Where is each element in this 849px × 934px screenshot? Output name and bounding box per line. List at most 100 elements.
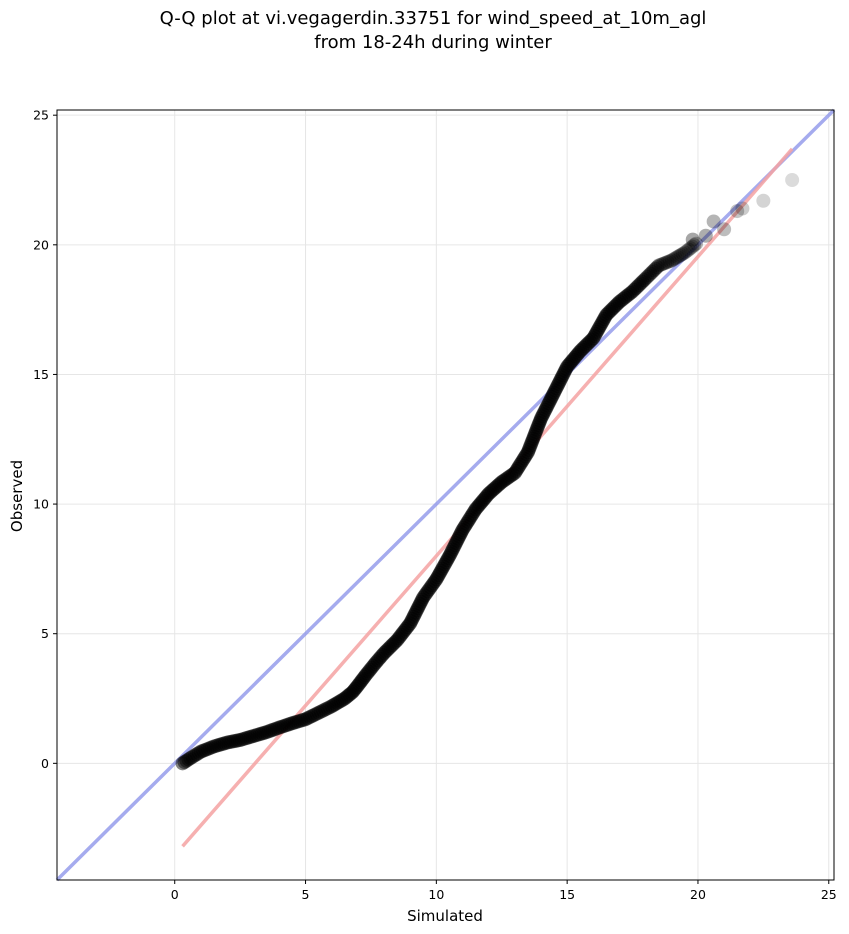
data-point [553, 372, 568, 387]
data-point [480, 488, 495, 503]
data-point [550, 379, 565, 394]
data-point [453, 527, 468, 542]
chart-title-line2: from 18-24h during winter [314, 32, 552, 53]
data-point [588, 326, 603, 341]
data-point [385, 638, 400, 653]
data-point [612, 294, 627, 309]
data-point [597, 312, 612, 327]
data-point [407, 607, 422, 622]
data-point [364, 660, 379, 675]
data-point [378, 644, 393, 659]
data-point [431, 568, 446, 583]
data-point [447, 538, 462, 553]
data-point [478, 490, 493, 505]
data-point [459, 516, 474, 531]
data-point [397, 623, 412, 638]
reference-line-1to1 [55, 108, 836, 882]
data-point [393, 629, 408, 644]
data-point [460, 514, 475, 529]
data-point [670, 250, 685, 265]
data-point [676, 246, 691, 261]
data-point [367, 657, 382, 672]
data-point [440, 553, 455, 568]
data-point [246, 729, 261, 744]
data-point [689, 236, 704, 251]
data-point [526, 431, 541, 446]
data-point [528, 425, 543, 439]
data-point [408, 605, 423, 620]
data-point [289, 714, 304, 729]
data-point [452, 529, 467, 544]
data-point [463, 510, 478, 525]
data-point [456, 520, 471, 535]
data-point [554, 370, 569, 385]
data-point [541, 396, 556, 411]
data-point [494, 475, 509, 490]
data-point [403, 616, 418, 631]
data-point [445, 542, 460, 557]
data-point [272, 720, 287, 735]
data-point [605, 301, 620, 316]
data-point [202, 741, 217, 756]
data-point [543, 392, 558, 407]
data-point [502, 469, 517, 484]
data-point [498, 472, 513, 487]
data-point [424, 578, 439, 593]
data-point [717, 222, 732, 237]
data-point [516, 451, 531, 466]
data-point [599, 307, 614, 322]
data-point [206, 739, 221, 754]
data-point [435, 561, 450, 576]
data-point [560, 359, 575, 374]
data-point [235, 732, 250, 747]
data-point [412, 596, 427, 611]
data-point [549, 381, 564, 396]
data-point [337, 691, 352, 706]
data-point [334, 693, 349, 708]
data-point [305, 709, 320, 724]
data-point [514, 455, 529, 470]
data-point [500, 471, 515, 486]
data-point [204, 740, 219, 755]
data-point [261, 724, 276, 739]
data-point [679, 244, 694, 259]
data-point [444, 544, 459, 559]
data-point [581, 336, 596, 351]
data-point [287, 715, 302, 730]
data-point [193, 744, 208, 759]
data-point [551, 376, 566, 391]
data-point [462, 512, 477, 527]
data-point [509, 463, 524, 478]
data-point [672, 248, 687, 263]
data-point [536, 407, 551, 422]
data-point [584, 332, 599, 347]
data-point [427, 574, 442, 589]
x-tick-label: 25 [821, 887, 837, 902]
data-point [410, 601, 425, 616]
data-point [540, 398, 555, 413]
data-point [646, 263, 661, 278]
y-tick-label: 20 [33, 237, 49, 252]
data-point [350, 678, 365, 693]
data-point [400, 620, 415, 635]
data-point [477, 491, 492, 506]
data-point [222, 735, 237, 750]
data-point [335, 692, 350, 707]
data-point [601, 306, 616, 321]
data-point [265, 722, 280, 737]
data-point [294, 713, 309, 728]
lines [55, 108, 836, 882]
data-point [545, 387, 560, 402]
data-point [525, 433, 540, 448]
data-point [302, 710, 317, 725]
data-point [300, 711, 315, 726]
data-point [377, 646, 392, 661]
data-point [504, 468, 519, 483]
data-point [614, 293, 629, 308]
data-point [426, 576, 441, 591]
data-point [653, 257, 668, 272]
data-point [548, 383, 563, 398]
data-point [535, 409, 550, 424]
data-point [430, 570, 445, 585]
data-point [339, 690, 354, 705]
